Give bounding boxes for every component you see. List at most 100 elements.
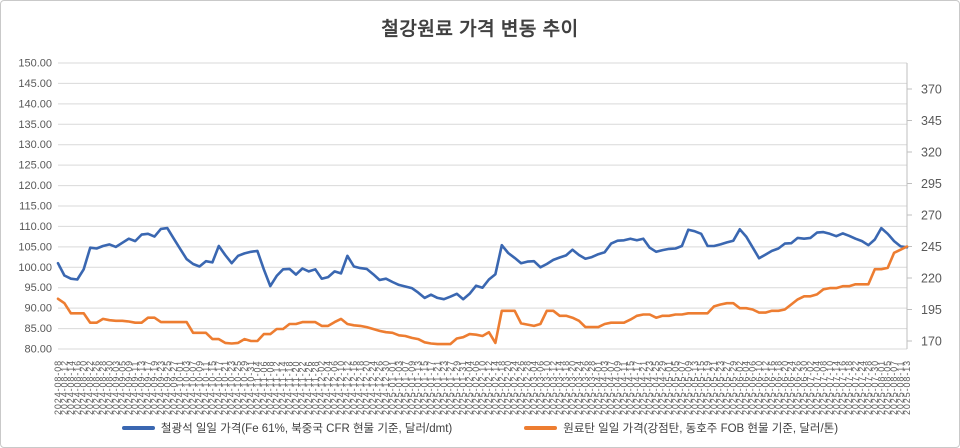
x-axis-tick-label: 2024-09-13	[137, 360, 147, 415]
x-axis-tick-label: 2025-04-29	[658, 360, 668, 415]
x-axis-tick-label: 2025-06-12	[761, 360, 771, 415]
x-axis-tick-label: 2025-04-07	[606, 360, 616, 415]
x-axis-tick-label: 2025-06-24	[786, 360, 796, 415]
x-axis-tick-label: 2024-10-17	[214, 360, 224, 415]
legend-label-iron-ore: 철광석 일일 가격(Fe 61%, 북중국 CFR 현물 기준, 달러/dmt)	[160, 423, 453, 435]
left-axis-tick-label: 90.00	[24, 303, 52, 315]
x-axis-tick-label: 2025-01-13	[413, 360, 423, 415]
x-axis-tick-label: 2025-04-03	[600, 360, 610, 415]
left-axis-tick-label: 95.00	[24, 282, 52, 294]
x-axis-tick-label: 2025-08-01	[876, 360, 886, 415]
x-axis-tick-label: 2025-02-06	[471, 360, 481, 415]
x-axis-tick-label: 2025-01-15	[420, 360, 430, 415]
right-axis-tick-label: 345	[921, 114, 942, 128]
x-axis-tick-label: 2024-09-23	[156, 360, 166, 415]
x-axis-tick-label: 2025-03-12	[548, 360, 558, 415]
left-axis-tick-label: 105.00	[18, 241, 52, 253]
x-axis-tick-label: 2025-01-31	[458, 360, 468, 415]
x-axis-tick-label: 2024-10-29	[240, 360, 250, 415]
x-axis-tick-label: 2025-02-28	[523, 360, 533, 415]
x-axis-tick-label: 2024-11-04	[252, 361, 262, 415]
x-axis-tick-label: 2024-10-31	[246, 360, 256, 415]
x-axis-tick-label: 2025-02-18	[497, 360, 507, 415]
coal-price-line	[56, 245, 909, 346]
x-axis-tick-label: 2025-07-02	[806, 360, 816, 415]
x-axis-tick-label: 2024-08-20	[79, 360, 89, 415]
x-axis-tick-label: 2025-07-16	[838, 360, 848, 415]
x-axis-tick-label: 2025-02-04	[465, 360, 475, 415]
x-axis-tick-label: 2025-02-12	[484, 360, 494, 415]
x-axis-tick-label: 2025-07-22	[851, 360, 861, 415]
right-axis-tick-label: 370	[921, 83, 942, 97]
x-axis-tick-label: 2025-06-30	[799, 360, 809, 415]
x-axis-tick-label: 2024-09-09	[124, 360, 134, 415]
left-axis-tick-label: 145.00	[18, 78, 52, 90]
x-axis-tick-label: 2025-05-07	[677, 360, 687, 415]
x-axis-tick-label: 2025-06-18	[773, 360, 783, 415]
x-axis-tick-label: 2024-12-04	[323, 360, 333, 415]
x-axis-tick-label: 2025-07-08	[818, 360, 828, 415]
x-axis-tick-label: 2024-11-06	[259, 361, 269, 415]
x-axis-tick-label: 2025-05-23	[715, 360, 725, 415]
x-axis-tick-label: 2024-09-17	[143, 360, 153, 415]
x-axis-tick-label: 2025-03-26	[580, 360, 590, 415]
x-axis-tick-label: 2024-12-18	[355, 360, 365, 415]
x-axis-tick-label: 2025-06-26	[793, 360, 803, 415]
x-axis-tick-label: 2025-02-20	[503, 360, 513, 415]
x-axis-tick-label: 2024-12-24	[368, 360, 378, 415]
x-axis-tick-label: 2025-04-15	[625, 360, 635, 415]
x-axis-tick-label: 2025-01-21	[432, 360, 442, 415]
iron-ore-price-line	[56, 226, 909, 301]
x-axis-tick-label: 2024-08-14	[66, 360, 76, 415]
right-axis-tick-label: 170	[921, 335, 942, 349]
left-axis-tick-label: 110.00	[19, 221, 52, 233]
x-axis-tick-label: 2025-05-29	[728, 360, 738, 415]
x-axis-tick-label: 2025-05-19	[703, 360, 713, 415]
x-axis-tick-label: 2025-07-30	[870, 360, 880, 415]
x-axis-tick-label: 2025-03-24	[574, 360, 584, 415]
x-axis-tick-label: 2025-06-06	[748, 360, 758, 415]
x-axis-tick-label: 2024-09-25	[162, 360, 172, 415]
right-axis-tick-label: 220	[921, 272, 942, 286]
x-axis-tick-label: 2025-06-10	[754, 360, 764, 415]
x-axis-tick-label: 2025-01-29	[452, 360, 462, 415]
x-axis-tick-label: 2025-07-14	[831, 360, 841, 415]
x-axis-tick-label: 2025-04-21	[638, 360, 648, 415]
x-axis-tick-label: 2024-08-22	[85, 360, 95, 415]
x-axis-tick-label: 2025-05-27	[722, 360, 732, 415]
left-axis-tick-label: 80.00	[24, 344, 52, 356]
left-axis-tick-label: 150.00	[18, 58, 52, 70]
x-axis-tick-label: 2024-12-26	[375, 360, 385, 415]
x-axis-tick-label: 2024-11-26	[304, 361, 314, 415]
x-axis-tick-label: 2024-10-01	[175, 360, 185, 415]
left-axis-tick-label: 140.00	[18, 98, 52, 110]
x-axis-tick-label: 2024-11-12	[272, 361, 282, 415]
x-axis-tick-label: 2025-05-09	[683, 360, 693, 415]
x-axis-tick-label: 2025-03-04	[529, 360, 539, 415]
x-axis-tick-label: 2024-12-20	[362, 360, 372, 415]
x-axis-tick-label: 2024-10-07	[188, 360, 198, 415]
x-axis-tick-label: 2025-01-17	[426, 360, 436, 415]
x-axis-tick-label: 2025-07-24	[857, 360, 867, 415]
left-axis-tick-label: 120.00	[18, 180, 52, 192]
x-axis-tick-label: 2024-09-05	[117, 360, 127, 415]
left-axis-tick-label: 85.00	[24, 323, 52, 335]
x-axis-tick-label: 2024-12-06	[330, 360, 340, 415]
x-axis-tick-label: 2025-02-24	[510, 360, 520, 415]
x-axis-tick-label: 2025-07-18	[844, 360, 854, 415]
x-axis-tick-label: 2025-02-26	[516, 360, 526, 415]
x-axis-tick-label: 2024-08-28	[98, 360, 108, 415]
legend-item-iron-ore: 철광석 일일 가격(Fe 61%, 북중국 CFR 현물 기준, 달러/dmt)	[121, 420, 453, 436]
x-axis-tick-label: 2024-11-18	[285, 361, 295, 415]
x-axis-tick-label: 2025-02-10	[478, 360, 488, 415]
chart-title: 철강원료 가격 변동 추이	[381, 19, 579, 40]
x-axis-tick-label: 2024-12-10	[336, 360, 346, 415]
coal-line-swatch	[524, 426, 558, 430]
x-axis-tick-label: 2025-03-06	[535, 360, 545, 415]
x-axis-tick-label: 2025-01-27	[445, 360, 455, 415]
left-axis-tick-label: 115.00	[19, 201, 52, 213]
x-axis-tick-label: 2024-08-16	[72, 360, 82, 415]
x-axis-tick-label: 2024-09-11	[130, 361, 140, 415]
